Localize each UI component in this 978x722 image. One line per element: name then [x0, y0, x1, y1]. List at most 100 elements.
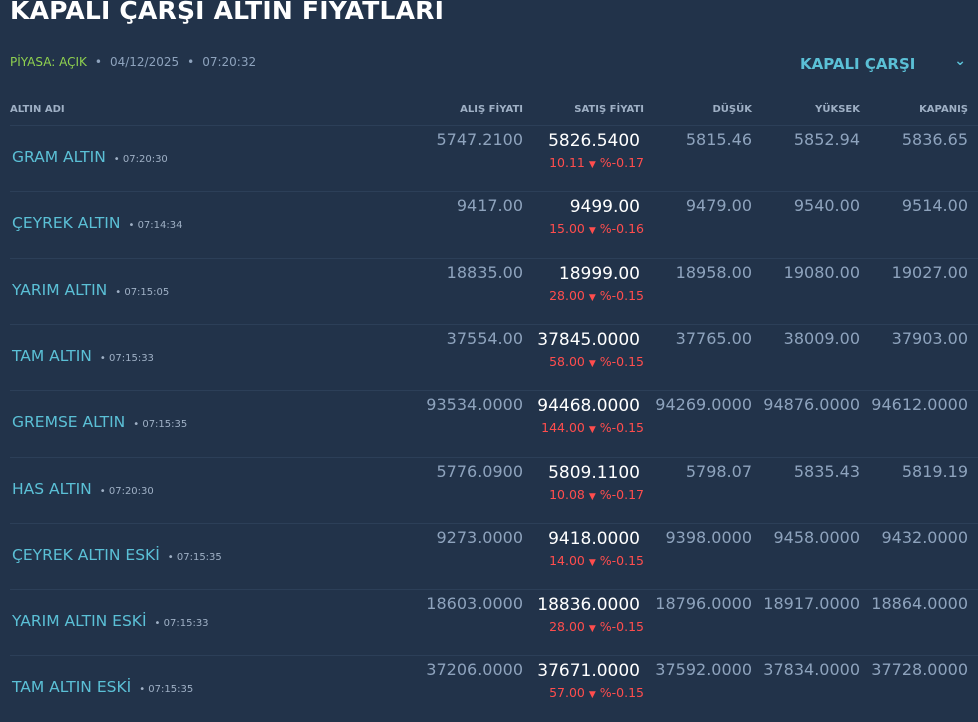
update-time-value: 07:15:05: [124, 286, 170, 298]
sell-price: 94468.0000: [537, 396, 640, 417]
sell-price: 37671.0000: [537, 661, 640, 682]
change-percent: %-0.16: [599, 221, 644, 237]
buy-price: 5776.0900: [436, 461, 523, 481]
caret-down-icon: ▼: [588, 557, 596, 568]
table-row[interactable]: YARIM ALTIN ESKİ • 07:15:33 18603.0000 18…: [10, 589, 978, 656]
buy-price: 18835.00: [446, 262, 523, 282]
close-price: 5819.19: [901, 461, 968, 481]
update-time-value: 07:15:35: [148, 684, 194, 696]
update-time-value: 07:15:35: [142, 419, 188, 431]
change-percent: %-0.15: [599, 552, 644, 568]
change-percent: %-0.17: [599, 486, 644, 502]
change-percent: %-0.17: [599, 155, 644, 170]
table-row[interactable]: GREMSE ALTIN • 07:15:35 93534.0000 94468.…: [10, 390, 978, 457]
table-row[interactable]: ÇEYREK ALTIN • 07:14:34 9417.00 9499.00 1…: [10, 191, 978, 258]
update-time: • 07:20:30: [113, 154, 168, 165]
buy-price: 18603.0000: [426, 594, 523, 614]
table-row[interactable]: YARIM ALTIN • 07:15:05 18835.00 18999.00 …: [10, 257, 978, 325]
low-price: 94269.0000: [655, 395, 752, 415]
low-price: 5798.07: [685, 461, 752, 481]
update-time: • 07:20:30: [99, 485, 154, 497]
buy-price: 93534.0000: [426, 395, 523, 415]
update-time: • 07:15:33: [99, 352, 154, 364]
gold-name[interactable]: GREMSE ALTIN • 07:15:35: [12, 413, 187, 431]
change: 15.00 ▼ %-0.16: [549, 221, 644, 236]
buy-price: 5747.2100: [436, 130, 523, 149]
table-row[interactable]: ÇEYREK ALTIN ESKİ • 07:15:35 9273.0000 94…: [10, 522, 978, 590]
change: 144.00 ▼ %-0.15: [541, 420, 644, 435]
gold-name-label: YARIM ALTIN ESKİ: [12, 612, 147, 631]
change: 57.00 ▼ %-0.15: [549, 685, 644, 700]
header-low: DÜŞÜK: [712, 104, 753, 115]
sell-price: 5809.1100: [548, 462, 640, 483]
caret-down-icon: ▼: [588, 624, 596, 635]
close-price: 9432.0000: [881, 527, 968, 547]
chevron-down-icon: ⌄: [954, 53, 966, 69]
low-price: 9398.0000: [665, 527, 752, 547]
gold-name-label: GREMSE ALTIN: [12, 413, 126, 432]
low-price: 37765.00: [675, 328, 752, 348]
header-high: YÜKSEK: [815, 104, 860, 115]
caret-down-icon: ▼: [588, 160, 596, 170]
gold-name[interactable]: TAM ALTIN • 07:15:33: [12, 347, 154, 365]
change: 10.08 ▼ %-0.17: [549, 487, 644, 502]
high-price: 38009.00: [783, 328, 860, 348]
buy-price: 9417.00: [456, 196, 523, 216]
high-price: 37834.0000: [763, 660, 860, 680]
caret-down-icon: ▼: [588, 358, 596, 369]
gold-name[interactable]: ÇEYREK ALTIN • 07:14:34: [12, 214, 182, 232]
gold-name[interactable]: ÇEYREK ALTIN ESKİ • 07:15:35: [12, 546, 222, 564]
change-percent: %-0.15: [599, 619, 644, 635]
table-row[interactable]: HAS ALTIN • 07:20:30 5776.0900 5809.1100 …: [10, 456, 978, 524]
change-value: 10.11: [549, 155, 585, 170]
caret-down-icon: ▼: [588, 292, 596, 303]
change-value: 14.00: [549, 552, 585, 568]
update-time: • 07:14:34: [128, 220, 183, 232]
close-price: 37728.0000: [871, 660, 968, 680]
buy-price: 37206.0000: [426, 660, 523, 680]
header-buy: ALIŞ FİYATI: [460, 104, 523, 115]
high-price: 19080.00: [783, 262, 860, 282]
change-value: 144.00: [541, 420, 585, 436]
sell-price: 9499.00: [569, 197, 640, 218]
gold-name[interactable]: YARIM ALTIN • 07:15:05: [12, 281, 169, 299]
gold-name-label: HAS ALTIN: [12, 479, 92, 498]
low-price: 5815.46: [685, 130, 752, 149]
change-percent: %-0.15: [599, 420, 644, 436]
low-price: 18958.00: [675, 262, 752, 282]
gold-name-label: TAM ALTIN: [12, 346, 92, 365]
gold-name-label: GRAM ALTIN: [12, 148, 106, 166]
update-time: • 07:15:35: [167, 551, 222, 563]
high-price: 9458.0000: [773, 527, 860, 547]
sell-price: 37845.0000: [537, 329, 640, 350]
header-sell: SATIŞ FİYATI: [574, 104, 644, 115]
update-time: • 07:15:05: [115, 286, 170, 298]
gold-name[interactable]: GRAM ALTIN • 07:20:30: [12, 148, 168, 166]
high-price: 94876.0000: [763, 395, 860, 415]
page-title: KAPALI ÇARŞI ALTIN FIYATLARI: [10, 0, 445, 25]
update-time-value: 07:15:33: [109, 352, 154, 364]
status-time: 07:20:32: [202, 55, 257, 69]
high-price: 5852.94: [793, 130, 860, 149]
gold-name[interactable]: TAM ALTIN ESKİ • 07:15:35: [12, 678, 193, 696]
gold-name-label: ÇEYREK ALTIN ESKİ: [12, 545, 160, 564]
table-row[interactable]: TAM ALTIN • 07:15:33 37554.00 37845.0000 …: [10, 323, 978, 391]
market-select[interactable]: KAPALI ÇARŞI ⌄: [800, 53, 968, 73]
sell-price: 18836.0000: [537, 595, 640, 616]
update-time-value: 07:20:30: [108, 485, 154, 497]
low-price: 37592.0000: [655, 660, 752, 680]
update-time: • 07:15:35: [139, 684, 194, 696]
high-price: 18917.0000: [763, 594, 860, 614]
update-time: • 07:15:33: [154, 618, 209, 630]
gold-name[interactable]: HAS ALTIN • 07:20:30: [12, 480, 154, 498]
buy-price: 9273.0000: [436, 527, 523, 547]
table-row[interactable]: GRAM ALTIN • 07:20:30 5747.2100 5826.5400…: [10, 125, 978, 192]
sell-price: 5826.5400: [548, 131, 640, 151]
header-close: KAPANIŞ: [919, 104, 968, 115]
gold-name[interactable]: YARIM ALTIN ESKİ • 07:15:33: [12, 612, 209, 630]
update-time-value: 07:14:34: [137, 220, 183, 232]
close-price: 18864.0000: [871, 594, 968, 614]
close-price: 9514.00: [901, 196, 968, 216]
change-value: 58.00: [549, 353, 585, 369]
table-row[interactable]: TAM ALTIN ESKİ • 07:15:35 37206.0000 3767…: [10, 655, 978, 722]
